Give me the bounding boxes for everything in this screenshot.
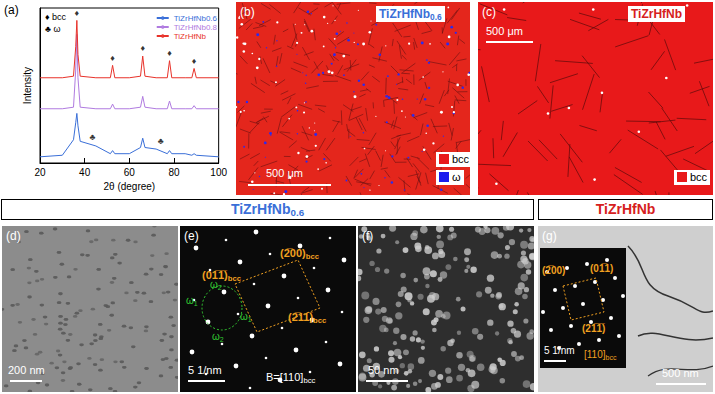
html-text:5 1/nm: 5 1/nm — [188, 364, 222, 376]
svg-text:♦: ♦ — [167, 48, 172, 58]
svg-text:♦: ♦ — [140, 43, 145, 53]
svg-text:TiZrHfNb0.6: TiZrHfNb0.6 — [174, 14, 218, 23]
html-text:bcc: bcc — [452, 153, 470, 165]
html-text:500 μm: 500 μm — [486, 25, 523, 37]
svg-text:♣ ω: ♣ ω — [45, 24, 60, 34]
html-text:ω1: ω1 — [240, 311, 252, 323]
html-text:(g): (g) — [542, 229, 557, 243]
html-text:500 nm: 500 nm — [662, 367, 699, 379]
html-text:(d): (d) — [6, 229, 21, 243]
svg-text:100: 100 — [210, 167, 227, 178]
svg-text:40: 40 — [79, 167, 91, 178]
html-text:(e): (e) — [184, 229, 199, 243]
svg-text:20: 20 — [34, 167, 46, 178]
html-text:50 nm: 50 nm — [368, 364, 399, 376]
svg-text:♣: ♣ — [90, 132, 96, 142]
html-text:bcc: bcc — [690, 171, 708, 183]
html-text:ω1: ω1 — [186, 295, 198, 307]
html-text:5 1/nm: 5 1/nm — [544, 345, 575, 356]
html-text:(2̅11̅)bcc: (2̅11̅)bcc — [288, 311, 327, 325]
html-text:500 μm: 500 μm — [266, 167, 303, 179]
html-text:(01̅1̅)bcc: (01̅1̅)bcc — [202, 269, 241, 283]
html-text:[110]bcc: [110]bcc — [584, 349, 617, 361]
svg-text:80: 80 — [168, 167, 180, 178]
svg-text:♦ bcc: ♦ bcc — [45, 12, 67, 22]
html-text:ω2: ω2 — [212, 331, 224, 343]
html-text:(2̅00): (2̅00) — [542, 265, 566, 276]
html-text:ω2: ω2 — [210, 279, 222, 291]
html-text:ω: ω — [452, 171, 461, 183]
svg-text:2θ (degree): 2θ (degree) — [103, 181, 155, 192]
svg-text:60: 60 — [124, 167, 136, 178]
svg-text:♦: ♦ — [75, 8, 80, 18]
html-text:B=[110]bcc: B=[110]bcc — [266, 371, 316, 385]
html-text:200 nm: 200 nm — [8, 364, 45, 376]
svg-text:♦: ♦ — [192, 56, 197, 66]
svg-text:Intensity: Intensity — [22, 67, 33, 104]
html-text:(01̅1): (01̅1) — [590, 263, 614, 274]
html-text:(b): (b) — [240, 5, 255, 19]
html-text:(2̅00)bcc: (2̅00)bcc — [280, 247, 319, 261]
html-text:TiZrHfNb0.6: TiZrHfNb0.6 — [230, 201, 305, 219]
svg-text:TiZrHfNb: TiZrHfNb — [174, 32, 207, 41]
html-text:TiZrHfNb: TiZrHfNb — [631, 7, 683, 21]
svg-text:TiZrHfNb0.8: TiZrHfNb0.8 — [174, 23, 218, 32]
html-text:(f): (f) — [362, 229, 374, 243]
svg-text:♣: ♣ — [158, 136, 164, 146]
html-text:TiZrHfNb0.6: TiZrHfNb0.6 — [379, 7, 442, 23]
html-text:(c): (c) — [482, 5, 496, 19]
svg-text:(a): (a) — [4, 3, 19, 17]
html-text:(21̅1̅): (21̅1̅) — [582, 323, 606, 334]
svg-text:♦: ♦ — [110, 53, 115, 63]
html-text:TiZrHfNb: TiZrHfNb — [595, 201, 656, 217]
